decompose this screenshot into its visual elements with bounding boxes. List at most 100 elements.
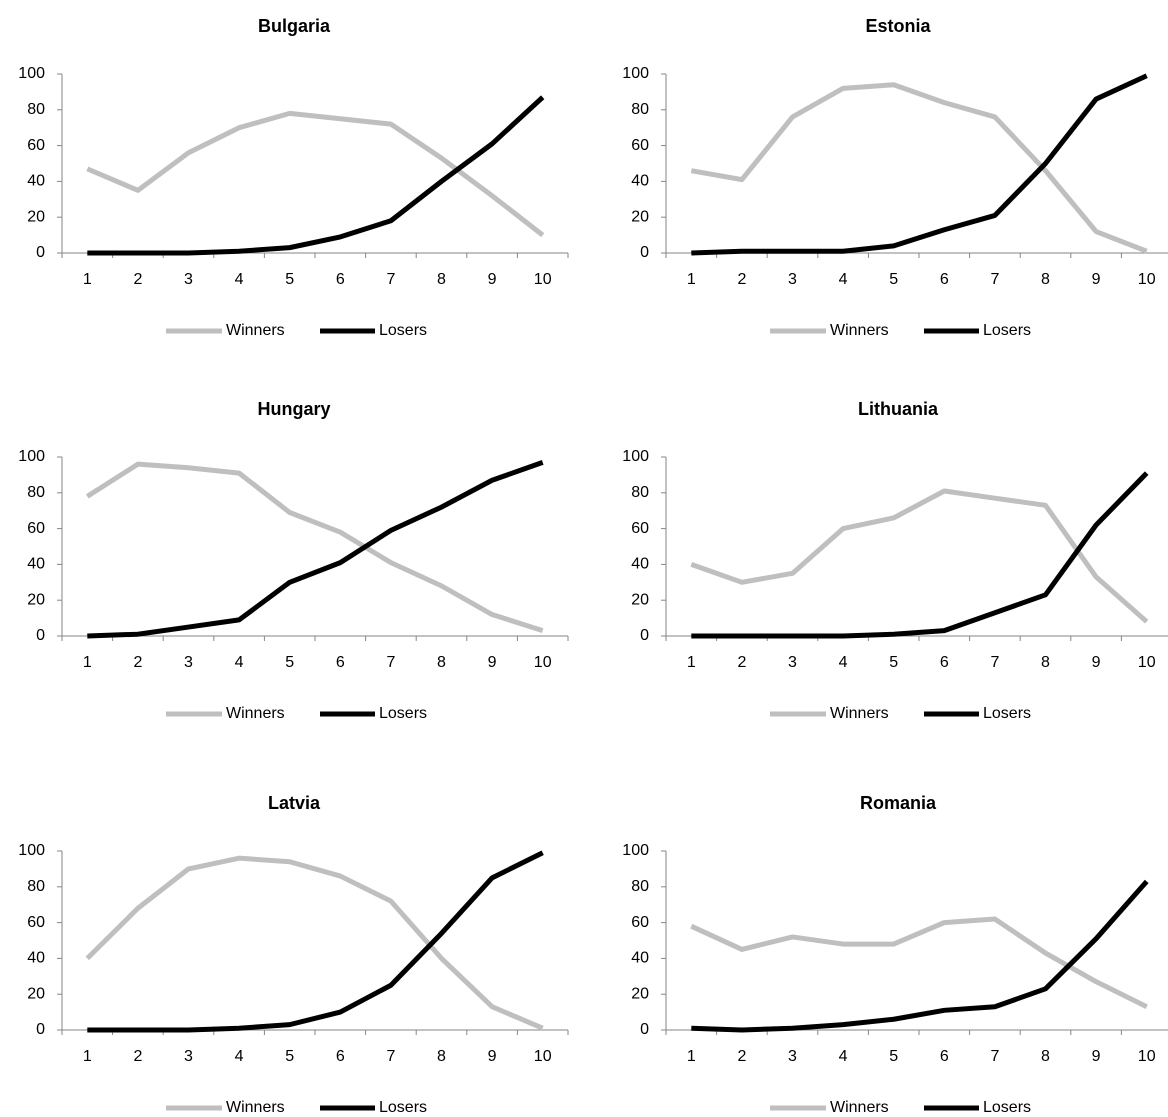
x-tick-label: 3 xyxy=(788,654,797,671)
x-tick-label: 4 xyxy=(839,271,848,288)
x-tick-label: 8 xyxy=(437,654,446,671)
y-tick-label: 80 xyxy=(631,101,649,118)
x-tick-label: 9 xyxy=(488,1048,497,1065)
x-tick-label: 5 xyxy=(889,654,898,671)
y-tick-label: 60 xyxy=(27,914,45,931)
x-tick-label: 5 xyxy=(285,271,294,288)
x-tick-label: 5 xyxy=(285,1048,294,1065)
x-tick-label: 3 xyxy=(788,271,797,288)
chart-title: Bulgaria xyxy=(258,16,331,36)
series-line xyxy=(85,855,544,1031)
x-tick-label: 4 xyxy=(839,1048,848,1065)
y-tick-label: 40 xyxy=(27,556,45,573)
legend-label: Winners xyxy=(830,705,889,722)
y-tick-label: 80 xyxy=(27,101,45,118)
legend-label: Winners xyxy=(226,1099,285,1116)
x-tick-label: 9 xyxy=(1092,1048,1101,1065)
x-tick-label: 10 xyxy=(534,271,552,288)
y-tick-label: 60 xyxy=(631,914,649,931)
legend-label: Winners xyxy=(226,322,285,339)
y-tick-label: 20 xyxy=(27,985,45,1002)
x-tick-label: 1 xyxy=(687,1048,696,1065)
x-tick-label: 2 xyxy=(737,654,746,671)
series-line xyxy=(690,488,1149,624)
x-tick-label: 4 xyxy=(235,654,244,671)
series-line xyxy=(86,110,545,238)
chart-title: Lithuania xyxy=(858,399,939,419)
y-tick-label: 40 xyxy=(27,173,45,190)
x-tick-label: 2 xyxy=(737,271,746,288)
x-tick-label: 1 xyxy=(83,654,92,671)
series-line xyxy=(691,73,1148,256)
y-tick-label: 20 xyxy=(631,985,649,1002)
x-tick-label: 3 xyxy=(184,1048,193,1065)
x-tick-label: 9 xyxy=(1092,271,1101,288)
chart-title: Hungary xyxy=(257,399,330,419)
y-tick-label: 80 xyxy=(631,878,649,895)
x-tick-label: 8 xyxy=(1041,271,1050,288)
x-tick-label: 4 xyxy=(839,654,848,671)
x-tick-label: 5 xyxy=(285,654,294,671)
y-tick-label: 20 xyxy=(27,208,45,225)
x-tick-label: 1 xyxy=(687,654,696,671)
series-line xyxy=(87,95,545,256)
x-tick-label: 1 xyxy=(83,1048,92,1065)
y-tick-label: 0 xyxy=(36,1021,45,1038)
y-tick-label: 100 xyxy=(18,448,45,465)
series-line xyxy=(87,460,544,639)
series-line xyxy=(691,879,1149,1033)
legend-label: Winners xyxy=(226,705,285,722)
x-tick-label: 2 xyxy=(133,1048,142,1065)
y-tick-label: 80 xyxy=(27,878,45,895)
x-tick-label: 7 xyxy=(990,271,999,288)
x-tick-label: 9 xyxy=(488,271,497,288)
y-tick-label: 0 xyxy=(640,627,649,644)
y-tick-label: 0 xyxy=(36,244,45,261)
x-tick-label: 2 xyxy=(133,271,142,288)
x-tick-label: 4 xyxy=(235,271,244,288)
x-tick-label: 6 xyxy=(336,1048,345,1065)
y-tick-label: 20 xyxy=(631,208,649,225)
chart-title: Romania xyxy=(860,793,937,813)
y-tick-label: 0 xyxy=(640,244,649,261)
x-tick-label: 9 xyxy=(1092,654,1101,671)
x-tick-label: 7 xyxy=(990,654,999,671)
y-tick-label: 80 xyxy=(27,484,45,501)
legend-label: Winners xyxy=(830,322,889,339)
y-tick-label: 40 xyxy=(631,173,649,190)
legend-label: Losers xyxy=(379,322,427,339)
x-tick-label: 10 xyxy=(534,1048,552,1065)
y-tick-label: 100 xyxy=(622,448,649,465)
y-tick-label: 60 xyxy=(27,137,45,154)
y-tick-label: 60 xyxy=(631,520,649,537)
legend-label: Losers xyxy=(379,705,427,722)
y-tick-label: 60 xyxy=(27,520,45,537)
y-tick-label: 80 xyxy=(631,484,649,501)
legend-label: Losers xyxy=(983,705,1031,722)
x-tick-label: 3 xyxy=(184,271,193,288)
y-tick-label: 0 xyxy=(36,627,45,644)
x-tick-label: 8 xyxy=(1041,1048,1050,1065)
x-tick-label: 10 xyxy=(534,654,552,671)
x-tick-label: 6 xyxy=(940,1048,949,1065)
chart-title: Latvia xyxy=(268,793,321,813)
legend-label: Winners xyxy=(830,1099,889,1116)
series-line xyxy=(85,461,544,634)
series-line xyxy=(690,82,1148,254)
legend-label: Losers xyxy=(983,322,1031,339)
y-tick-label: 40 xyxy=(27,950,45,967)
y-tick-label: 20 xyxy=(27,591,45,608)
x-tick-label: 5 xyxy=(889,271,898,288)
x-tick-label: 9 xyxy=(488,654,497,671)
x-tick-label: 8 xyxy=(437,271,446,288)
x-tick-label: 8 xyxy=(1041,654,1050,671)
x-tick-label: 6 xyxy=(940,271,949,288)
x-tick-label: 10 xyxy=(1138,1048,1156,1065)
legend-label: Losers xyxy=(983,1099,1031,1116)
y-tick-label: 60 xyxy=(631,137,649,154)
x-tick-label: 2 xyxy=(737,1048,746,1065)
x-tick-label: 7 xyxy=(386,271,395,288)
x-tick-label: 7 xyxy=(386,654,395,671)
x-tick-label: 6 xyxy=(940,654,949,671)
x-tick-label: 10 xyxy=(1138,654,1156,671)
